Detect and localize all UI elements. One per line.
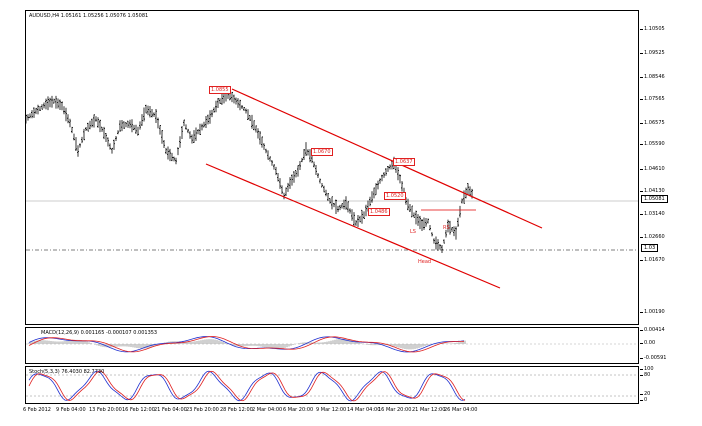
time-label: 13 Feb 20:00 — [89, 407, 122, 413]
macd-panel[interactable]: MACD(12,26,9) 0.001165 -0.000107 0.00135… — [25, 327, 639, 364]
stochastic-title: Stoch(5,3,3) 76.4030 82.7730 — [29, 369, 105, 375]
stoch-d-line — [28, 370, 466, 402]
price-level-label: 1.10505 — [640, 26, 665, 32]
price-chart-panel[interactable]: AUDUSD,H4 1.05161 1.05256 1.05076 1.0508… — [25, 10, 639, 325]
price-level-label: 1.06575 — [640, 120, 665, 126]
time-label: 28 Feb 12:00 — [220, 407, 253, 413]
macd-signal-line — [28, 336, 465, 353]
right-shoulder-label: RS — [443, 225, 450, 231]
annotation-high-1: 1.0855 — [209, 86, 231, 94]
time-label: 21 Mar 12:00 — [412, 407, 446, 413]
annotation-peak-2: 1.0670 — [311, 148, 333, 156]
macd-canvas — [26, 336, 638, 353]
price-level-label: 1.04130 — [640, 188, 665, 194]
stochastic-axis: 100 80 20 0 — [639, 366, 700, 404]
macd-level-label: -0.00591 — [639, 355, 667, 361]
price-level-label: 1.04610 — [640, 166, 665, 172]
time-axis: 6 Feb 2012 9 Feb 04:00 13 Feb 20:00 16 F… — [23, 404, 639, 420]
channel-lower-line — [205, 163, 501, 289]
price-level-label: 1.09525 — [640, 50, 665, 56]
time-label: 16 Mar 20:00 — [378, 407, 412, 413]
time-label: 9 Feb 04:00 — [56, 407, 86, 413]
price-level-label: 1.05590 — [640, 141, 665, 147]
annotation-label-4: 1.0520 — [384, 192, 406, 200]
stoch-level-label: 80 — [639, 372, 651, 378]
stoch-level-label: 0 — [639, 397, 648, 403]
stochastic-canvas — [26, 370, 638, 402]
macd-title: MACD(12,26,9) 0.001165 -0.000107 0.00135… — [41, 330, 158, 336]
time-label: 26 Mar 04:00 — [444, 407, 478, 413]
time-label: 6 Feb 2012 — [23, 407, 51, 413]
price-level-label: 1.01670 — [640, 257, 665, 263]
head-label: Head — [418, 259, 432, 265]
macd-level-label: 0.00 — [639, 340, 656, 346]
time-label: 16 Feb 12:00 — [122, 407, 155, 413]
reference-price-badge: 1.03 — [641, 244, 659, 252]
channel-upper-line — [231, 88, 543, 229]
time-label: 2 Mar 04:00 — [252, 407, 283, 413]
macd-level-label: 0.00414 — [640, 327, 665, 333]
price-chart-canvas — [26, 88, 638, 289]
time-label: 21 Feb 04:00 — [154, 407, 187, 413]
time-label: 9 Mar 12:00 — [316, 407, 347, 413]
time-label: 6 Mar 20:00 — [283, 407, 314, 413]
annotation-low-5: 1.0486 — [368, 208, 390, 216]
time-label: 23 Feb 20:00 — [186, 407, 219, 413]
price-level-label: 1.00190 — [640, 309, 665, 315]
stoch-level-label: 100 — [640, 366, 654, 372]
price-level-label: 1.07565 — [640, 96, 665, 102]
stoch-k-line — [28, 370, 466, 402]
stochastic-panel[interactable]: Stoch(5,3,3) 76.4030 82.7730 — [25, 366, 639, 404]
current-price-badge: 1.05081 — [641, 195, 668, 203]
price-level-label: 1.02660 — [640, 234, 665, 240]
stoch-level-label: 20 — [639, 391, 651, 397]
time-label: 14 Mar 04:00 — [347, 407, 381, 413]
macd-line — [28, 336, 465, 353]
price-level-label: 1.03140 — [640, 211, 665, 217]
chart-title: AUDUSD,H4 1.05161 1.05256 1.05076 1.0508… — [29, 13, 149, 19]
macd-axis: 0.00414 0.00 -0.00591 — [639, 327, 700, 364]
left-shoulder-label: LS — [410, 229, 416, 235]
price-level-label: 1.08546 — [640, 74, 665, 80]
price-axis: 1.10505 1.09525 1.08546 1.07565 1.06575 … — [640, 10, 700, 325]
annotation-peak-3: 1.0637 — [393, 158, 415, 166]
